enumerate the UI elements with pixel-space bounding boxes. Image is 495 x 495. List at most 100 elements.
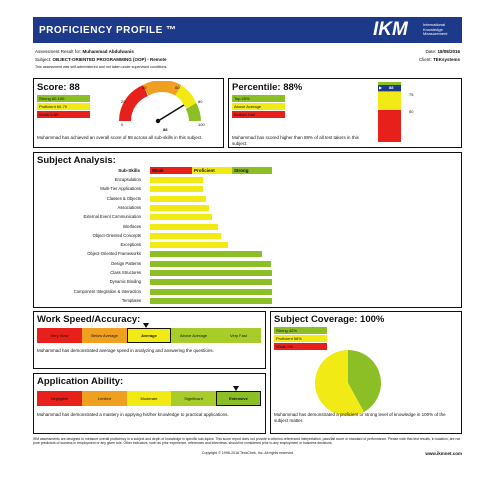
skill-bar (150, 251, 262, 258)
assessment-label: Assessment Result for: (35, 49, 82, 54)
coverage-pie (315, 350, 381, 416)
footer-disclaimer: IKM assessments are designed to measure … (33, 437, 461, 445)
application-ability-title: Application Ability: (37, 376, 124, 387)
logo-sub-1: International (423, 22, 446, 27)
logo-sub-2: Knowledge (423, 26, 443, 32)
pie-slice-strong (348, 350, 381, 412)
footer-copyright: Copyright © 1996-2016 TeckChek, Inc. All… (201, 451, 294, 455)
skill-bar (150, 288, 272, 295)
percentile-marker (378, 85, 401, 91)
score-description: Muhammad has achieved an overall score o… (37, 135, 203, 140)
speed-below-average: Below Average (82, 328, 127, 343)
sub-skills-header: Sub-Skills (118, 168, 140, 173)
percentile-scale-50: 50 (409, 109, 414, 114)
skill-label: Templates (121, 297, 141, 303)
percentile-legend-bottom: Bottom Half (232, 111, 285, 118)
score-legend-proficient: Proficient 60-79 (37, 103, 90, 110)
percentile-scale-75: 75 (409, 92, 414, 97)
subject-label: Subject: (35, 57, 52, 62)
percentile-legend-above: Above Average (232, 103, 285, 110)
speed-very-fast: Very Fast (216, 328, 261, 343)
gauge-tick-40: 40 (142, 85, 147, 90)
gauge-tick-80: 80 (198, 99, 203, 104)
date-label: Date: (425, 49, 437, 54)
skill-label: Design Patterns (111, 260, 141, 266)
percentile-marker-arrow: ▶ (379, 85, 383, 90)
score-legend-weak: Weak 0-59 (37, 111, 90, 118)
gauge-tick-0: 0 (121, 122, 124, 127)
coverage-description: Muhammad has demonstrated a proficient o… (274, 412, 446, 423)
coverage-legend-weak: Weak 0% (274, 343, 327, 350)
skill-bar (150, 223, 219, 230)
gauge-needle (157, 104, 185, 122)
skill-label: Class Structures (110, 270, 141, 275)
pie-slice-proficient (315, 350, 364, 416)
skill-bar (150, 195, 206, 202)
column-strong: Strong (232, 167, 272, 174)
score-gauge (119, 81, 201, 124)
ability-limited: Limited (82, 391, 127, 406)
column-proficient: Proficient (192, 167, 232, 174)
date-value: 18/08/2016 (437, 49, 460, 54)
score-legend-strong: Strong 80-100 (37, 95, 90, 102)
skill-bar (150, 204, 209, 211)
percentile-column: 88 ▶ (378, 82, 401, 142)
skill-bars (150, 177, 272, 307)
application-ability-box: Application Ability: Negligible Limited … (33, 373, 266, 434)
score-box: Score: 88 Strong 80-100 Proficient 60-79… (33, 78, 224, 148)
skill-label: Interfaces (122, 223, 141, 229)
ability-selected-marker (233, 386, 239, 391)
percentile-description: Muhammad has scored higher than 88% of a… (232, 135, 359, 146)
ability-scale: Negligible Limited Moderate Significant … (37, 391, 261, 406)
speed-very-slow: Very Slow (37, 328, 82, 343)
work-speed-scale: Very Slow Below Average Average Above Av… (37, 328, 261, 343)
skill-label: External Event Communication (83, 214, 142, 220)
subject-coverage-box: Subject Coverage: 100% Strong 42% Profic… (270, 311, 462, 434)
coverage-legend-proficient: Proficient 58% (274, 335, 327, 342)
subject-analysis-box: Subject Analysis: Sub-Skills Weak Profic… (33, 152, 462, 308)
work-speed-box: Work Speed/Accuracy: Very Slow Below Ave… (33, 311, 266, 369)
date-line: Date: 18/08/2016 (425, 49, 460, 55)
skill-label: Object-Oriented Concepts (92, 232, 141, 238)
speed-average: Average (127, 328, 171, 343)
page-title: PROFICIENCY PROFILE ™ (39, 25, 177, 36)
skill-label: Classes & Objects (106, 195, 141, 201)
skill-label: Associations (117, 204, 141, 210)
ability-description: Muhammad has demonstrated a mastery in a… (37, 412, 229, 417)
assessment-note: This assessment was self-administered an… (35, 65, 168, 69)
skill-bar (150, 260, 271, 267)
client-value: TEKsystems (432, 57, 460, 62)
percentile-title: Percentile: 88% (232, 82, 303, 93)
skill-label: Dynamic Binding (109, 279, 141, 285)
percentile-bottom-band (378, 110, 401, 142)
coverage-legend-strong: Strong 42% (274, 327, 327, 334)
ability-significant: Significant (171, 391, 216, 406)
skill-bar (150, 186, 203, 193)
footer-url[interactable]: www.ikmnet.com (425, 451, 462, 456)
percentile-marker-label: 88 (389, 85, 394, 90)
gauge-tick-60: 60 (175, 85, 180, 90)
logo-main: IKM (373, 19, 408, 40)
skill-label: Component Integration & Interaction (73, 288, 141, 294)
assessment-line: Assessment Result for: Muhammad Abdulwan… (35, 49, 134, 55)
percentile-box: Percentile: 88% Top 25% Above Average Bo… (228, 78, 462, 148)
skill-label: Exceptions (120, 242, 141, 248)
subject-value: OBJECT-ORIENTED PROGRAMMING (OOP) - Remo… (52, 57, 167, 62)
work-speed-title: Work Speed/Accuracy: (37, 314, 141, 325)
gauge-tick-100: 100 (198, 122, 205, 127)
skill-bar (150, 279, 272, 286)
skills-label-column: Encapsulation Multi-Tier Applications Cl… (34, 177, 141, 307)
client-line: Client: TEKsystems (419, 57, 460, 63)
skill-label: Object-Oriented Frameworks (87, 251, 141, 257)
skill-bar (150, 232, 222, 239)
percentile-above-band (378, 92, 401, 110)
ability-extensive: Extensive (216, 391, 261, 406)
subject-analysis-title: Subject Analysis: (37, 155, 116, 166)
speed-selected-marker (143, 323, 149, 328)
ikm-logo: IKM International Knowledge Measurement (373, 19, 459, 41)
client-label: Client: (418, 57, 432, 62)
skill-bar (150, 270, 272, 276)
assessment-name: Muhammad Abdulwanis (82, 49, 134, 54)
subject-coverage-title: Subject Coverage: 100% (274, 314, 385, 325)
gauge-value-label: 88 (163, 127, 168, 132)
